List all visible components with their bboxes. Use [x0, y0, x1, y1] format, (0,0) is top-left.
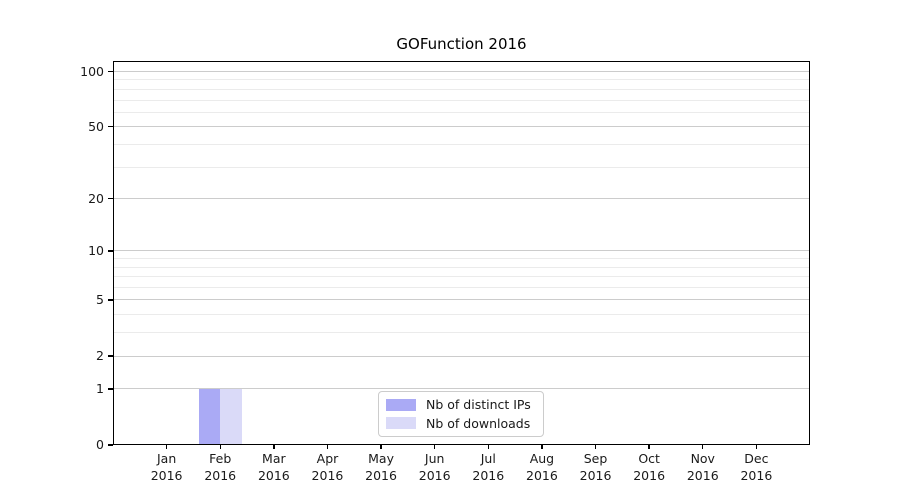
gridline-minor-60 [113, 111, 810, 113]
gridline-minor-30 [113, 166, 810, 168]
y-tick-5 [108, 299, 113, 301]
x-tick-apr [326, 445, 329, 449]
x-tick-sep [594, 445, 597, 449]
gridline-minor-3 [113, 332, 810, 334]
bar-nb-of-downloads-feb [220, 388, 242, 445]
y-tick-2 [108, 355, 113, 357]
y-tick-label-0: 0 [96, 437, 104, 452]
x-tick-jul [487, 445, 489, 449]
legend: Nb of distinct IPs Nb of downloads [378, 391, 544, 437]
x-tick-aug [541, 445, 543, 449]
gridline-minor-6 [113, 287, 810, 289]
legend-label-distinct-ips: Nb of distinct IPs [426, 397, 531, 413]
gridline-minor-70 [113, 99, 810, 101]
y-tick-1 [108, 388, 113, 390]
x-tick-label-dec: Dec 2016 [740, 451, 773, 483]
x-tick-label-aug: Aug 2016 [526, 451, 558, 483]
y-tick-label-2: 2 [96, 348, 104, 364]
x-tick-label-feb: Feb 2016 [204, 451, 237, 483]
x-tick-label-mar: Mar 2016 [257, 451, 290, 483]
gridline-major-50 [113, 126, 810, 128]
plot-border [113, 61, 810, 445]
legend-swatch-downloads [386, 417, 416, 430]
x-tick-label-nov: Nov 2016 [686, 451, 719, 483]
y-tick-label-10: 10 [88, 242, 104, 258]
y-tick-label-5: 5 [96, 291, 104, 307]
x-tick-mar [273, 445, 275, 449]
gridline-minor-7 [113, 276, 810, 278]
y-tick-label-1: 1 [96, 380, 104, 396]
x-tick-oct [648, 445, 650, 449]
x-tick-feb [219, 445, 221, 449]
y-tick-20 [108, 197, 113, 200]
gridline-minor-9 [113, 258, 810, 260]
legend-label-downloads: Nb of downloads [426, 415, 531, 431]
legend-item-downloads: Nb of downloads [386, 416, 536, 431]
y-tick-label-50: 50 [88, 118, 104, 134]
x-tick-label-jan: Jan 2016 [150, 451, 183, 483]
chart-title: GOFunction 2016 [396, 35, 527, 53]
x-tick-label-oct: Oct 2016 [633, 451, 666, 483]
gridline-minor-8 [113, 266, 810, 268]
gridline-major-2 [113, 355, 810, 357]
y-tick-100 [108, 70, 113, 73]
legend-item-distinct-ips: Nb of distinct IPs [386, 397, 536, 412]
gridline-minor-4 [113, 314, 810, 316]
x-tick-label-jul: Jul 2016 [472, 451, 505, 483]
y-tick-50 [108, 126, 113, 128]
legend-swatch-distinct-ips [386, 398, 416, 411]
x-tick-label-jun: Jun 2016 [418, 451, 451, 483]
x-tick-label-sep: Sep 2016 [579, 451, 612, 483]
x-tick-nov [702, 445, 704, 449]
gridline-major-100 [113, 71, 810, 72]
gridline-minor-40 [113, 143, 810, 145]
x-tick-label-apr: Apr 2016 [311, 451, 344, 483]
x-tick-label-may: May 2016 [365, 451, 397, 483]
x-tick-jun [433, 445, 436, 449]
x-tick-may [380, 445, 382, 449]
y-tick-label-100: 100 [80, 63, 104, 79]
gridline-minor-90 [113, 79, 810, 81]
y-tick-label-20: 20 [88, 190, 104, 206]
y-tick-10 [108, 250, 113, 252]
gridline-major-5 [113, 299, 810, 301]
gridline-major-20 [113, 198, 810, 200]
x-tick-dec [755, 445, 758, 449]
gridline-major-1 [113, 388, 810, 390]
gridline-major-10 [113, 250, 810, 252]
y-tick-0 [108, 444, 113, 446]
gridline-minor-80 [113, 88, 810, 90]
x-tick-jan [165, 445, 168, 449]
bar-nb-of-distinct-ips-feb [198, 388, 221, 445]
